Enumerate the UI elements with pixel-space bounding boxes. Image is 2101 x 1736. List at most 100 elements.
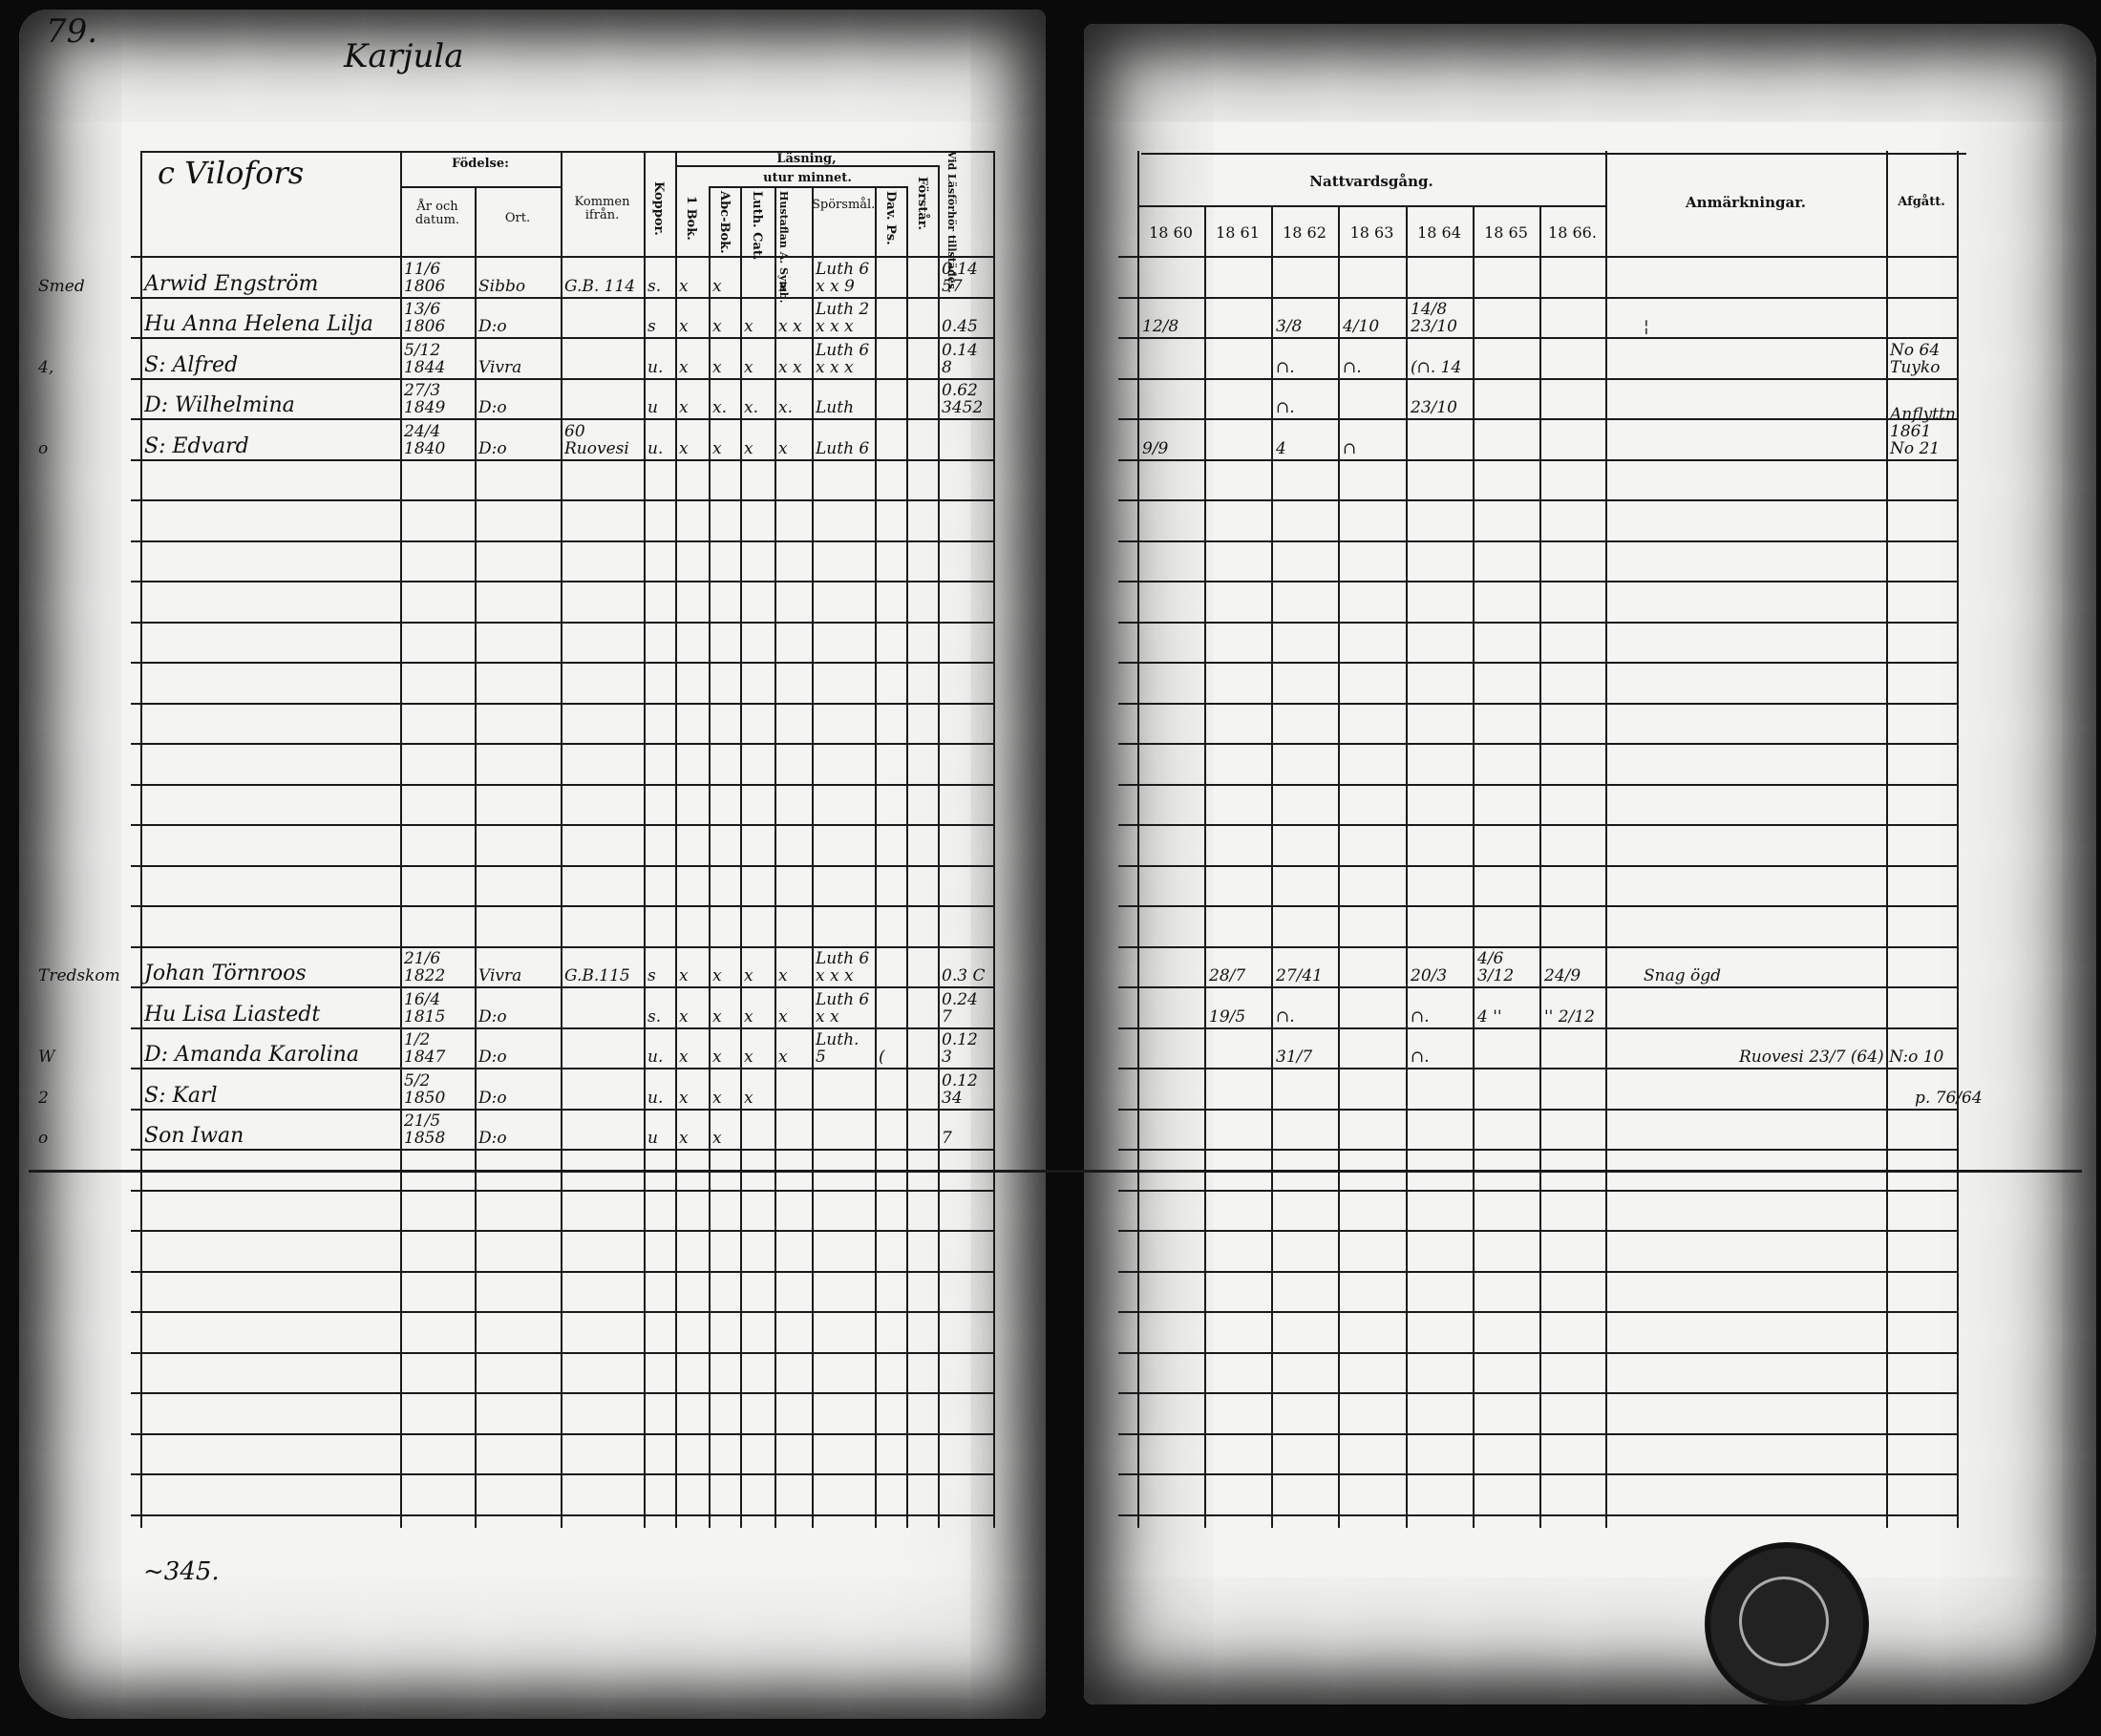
header-koppor: Koppor. <box>651 181 666 236</box>
header-abc-bok: Abc-Bok. <box>717 191 732 254</box>
column-rule <box>993 151 995 1528</box>
remark: ¦ <box>1644 317 1649 336</box>
communion-date: ∩. <box>1411 1048 1430 1067</box>
entry-vid: 0.45 <box>942 317 978 336</box>
entry-luth: x <box>744 317 753 336</box>
entry-husf: x <box>778 966 788 985</box>
entry-abc: x <box>712 438 722 458</box>
row-rule <box>1118 1270 1957 1273</box>
row-rule <box>131 1108 993 1111</box>
communion-date: 31/7 <box>1276 1048 1313 1067</box>
footer-note: ~345. <box>143 1557 220 1586</box>
communion-date: 3/8 <box>1276 317 1303 336</box>
entry-spor: Luth 6 x x <box>816 989 870 1027</box>
margin-note: W <box>38 1048 55 1067</box>
row-rule <box>1118 824 1957 826</box>
remark: Ruovesi 23/7 (64) N:o 10 <box>1739 1048 1944 1067</box>
row-rule <box>131 256 993 258</box>
communion-date: 19/5 <box>1209 1006 1246 1027</box>
communion-date: 14/8 23/10 <box>1411 300 1457 336</box>
communion-date: 20/3 <box>1411 966 1448 985</box>
row-rule <box>1118 1432 1957 1435</box>
entry-date: 24/4 1840 <box>404 421 446 458</box>
header-1-bok: 1 Bok. <box>684 196 698 241</box>
header-fodelse: Födelse: <box>452 157 509 171</box>
entry-bok: x <box>679 966 689 985</box>
row-rule <box>1118 1311 1957 1313</box>
entry-luth: x. <box>744 398 758 417</box>
entry-date: 21/6 1822 <box>404 949 446 985</box>
entry-luth: x <box>744 1006 753 1027</box>
entry-koppor: s. <box>647 276 662 296</box>
row-rule <box>131 621 993 624</box>
entry-from: 60 Ruovesi <box>564 421 629 458</box>
header-hustaflan: Hustaflan A. Symb. <box>777 191 790 304</box>
entry-bok: x <box>679 1129 689 1148</box>
row-rule <box>1118 377 1957 380</box>
entry-luth: x <box>744 357 753 377</box>
column-rule <box>875 186 877 1528</box>
entry-koppor: u. <box>647 438 664 458</box>
communion-date: 4/6 3/12 <box>1477 949 1515 985</box>
entry-date: 16/4 1815 <box>404 989 446 1027</box>
margin-note: 4, <box>38 357 54 377</box>
entry-place: D:o <box>478 438 507 458</box>
header-forstar: Förstår. <box>915 177 929 230</box>
communion-date: ∩. <box>1276 357 1295 377</box>
entry-abc: x <box>712 966 722 985</box>
page-number: 79. <box>46 12 98 51</box>
row-rule <box>1118 783 1957 786</box>
entry-bok: x <box>679 1048 689 1067</box>
communion-date: 4 '' <box>1477 1006 1502 1027</box>
header-anmarkningar: Anmärkningar. <box>1686 194 1806 211</box>
parish-title: Karjula <box>344 37 464 75</box>
cross-rule <box>29 1170 2082 1173</box>
entry-name: S: Alfred <box>144 352 239 377</box>
margin-note <box>38 380 134 416</box>
row-rule <box>1118 499 1957 501</box>
row-rule <box>131 662 993 664</box>
row-rule <box>131 1068 993 1069</box>
communion-date: ∩. <box>1411 1006 1430 1027</box>
margin-note: Smed <box>38 276 85 296</box>
departure-note: Anflyttn 1861 No 21 <box>1890 406 1956 458</box>
entry-luth: x <box>744 1048 753 1067</box>
row-rule <box>131 1351 993 1354</box>
row-rule <box>709 186 906 188</box>
column-rule <box>1137 151 1139 1528</box>
entry-vid: 0.12 34 <box>942 1070 978 1108</box>
communion-date: 9/9 <box>1142 438 1169 458</box>
row-rule <box>140 151 993 153</box>
entry-vid: 0.62 3452 <box>942 381 984 417</box>
entry-abc: x <box>712 317 722 336</box>
margin-note <box>38 989 134 1026</box>
row-rule <box>400 186 561 188</box>
entry-abc: x <box>712 357 722 377</box>
entry-bok: x <box>679 398 689 417</box>
entry-koppor: s <box>647 966 656 985</box>
entry-vid: 0.14 8 <box>942 340 978 377</box>
entry-husf: x x <box>778 357 802 377</box>
entry-from: G.B.115 <box>564 966 630 985</box>
communion-date: 4/10 <box>1343 317 1380 336</box>
row-rule <box>1118 540 1957 542</box>
row-rule <box>1118 1230 1957 1232</box>
margin-note: 2 <box>38 1088 49 1108</box>
row-rule <box>131 458 993 461</box>
entry-place: D:o <box>478 1006 507 1027</box>
row-rule <box>131 540 993 542</box>
row-rule <box>1118 1473 1957 1475</box>
village-name: c Vilofors <box>158 155 305 191</box>
row-rule <box>131 1270 993 1273</box>
entry-husf: x <box>778 1048 788 1067</box>
entry-bok: x <box>679 1006 689 1027</box>
row-rule <box>1118 743 1957 745</box>
row-rule <box>1118 945 1957 948</box>
header-utur-minnet: utur minnet. <box>763 171 852 185</box>
row-rule <box>131 1189 993 1192</box>
entry-spor: Luth 2 x x x <box>816 300 870 336</box>
entry-name: Johan Törnroos <box>144 962 307 985</box>
column-rule <box>812 186 814 1528</box>
departure-note: p. 76/64 <box>1915 1088 1983 1108</box>
header-year: 18 65 <box>1484 223 1528 242</box>
